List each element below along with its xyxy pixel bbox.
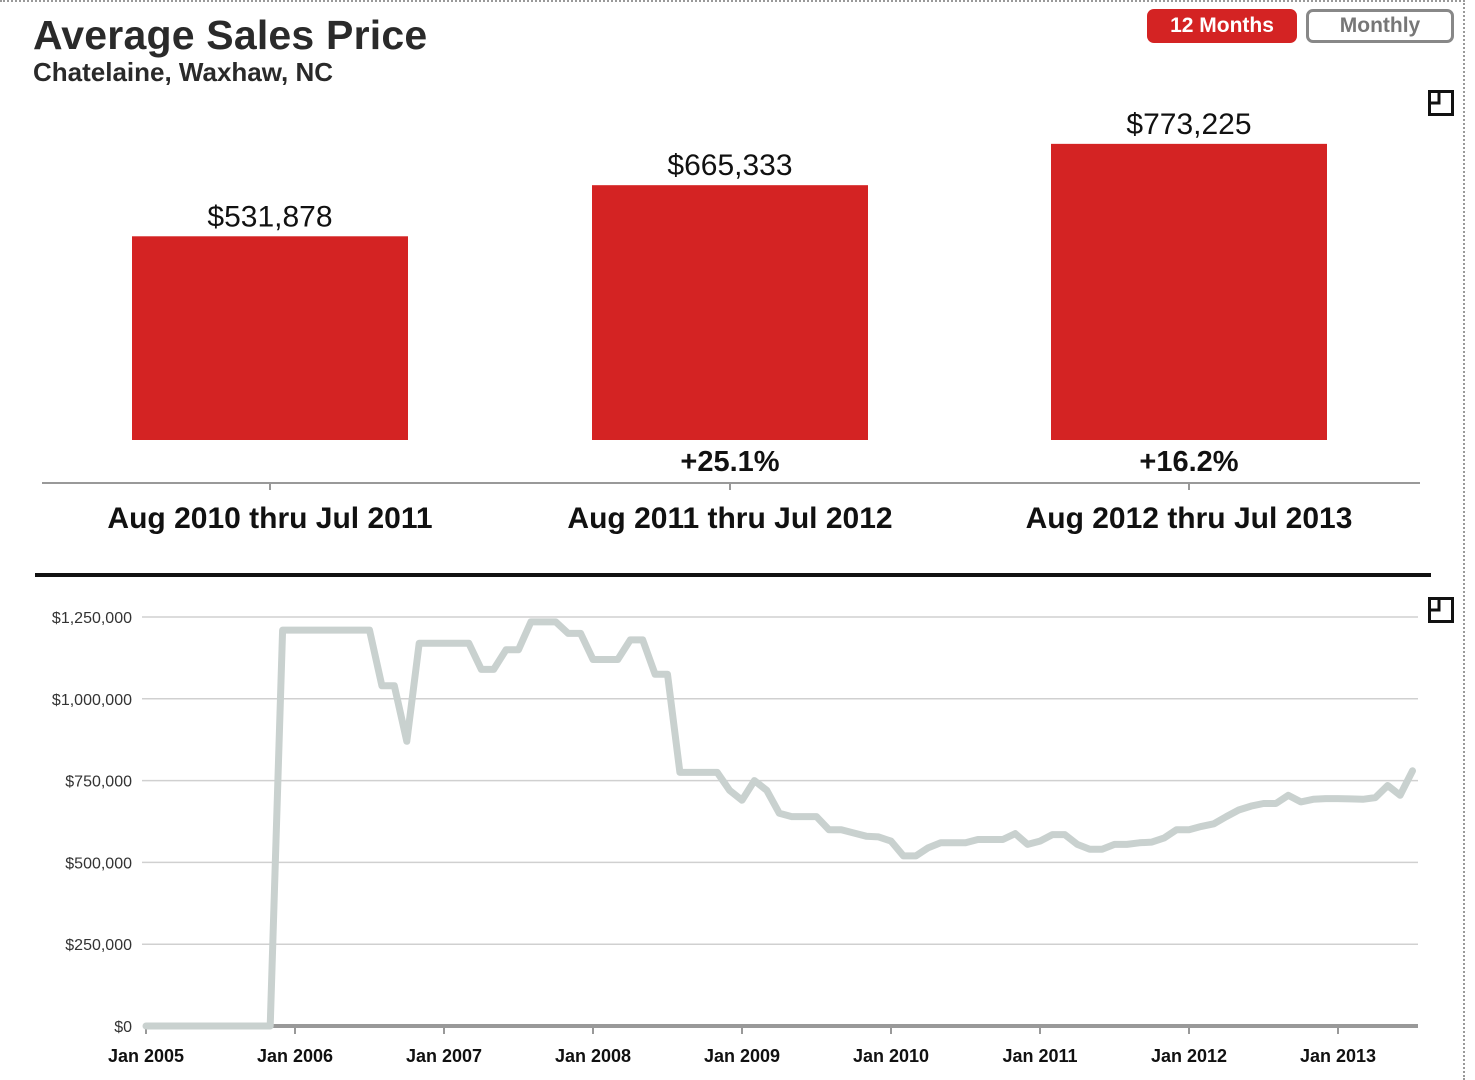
expand-icon[interactable] bbox=[1428, 90, 1454, 116]
x-tick-label: Jan 2013 bbox=[1300, 1046, 1376, 1066]
y-tick-label: $750,000 bbox=[65, 774, 132, 791]
bar-2[interactable] bbox=[592, 185, 868, 440]
x-tick-label: Jan 2006 bbox=[257, 1046, 333, 1066]
x-tick-label: Jan 2009 bbox=[704, 1046, 780, 1066]
bar-value-label: $665,333 bbox=[667, 149, 792, 182]
x-tick-label: Jan 2008 bbox=[555, 1046, 631, 1066]
line-series-1 bbox=[142, 618, 1416, 1030]
bar-category-label: Aug 2012 thru Jul 2013 bbox=[1026, 502, 1353, 535]
y-tick-label: $250,000 bbox=[65, 937, 132, 954]
bar-value-label: $773,225 bbox=[1126, 108, 1251, 141]
x-tick-label: Jan 2011 bbox=[1002, 1046, 1077, 1066]
bar-change-label: +25.1% bbox=[680, 446, 779, 478]
monthly-toggle-button[interactable]: Monthly bbox=[1306, 9, 1454, 43]
expand-icon[interactable] bbox=[1428, 597, 1454, 623]
x-tick-label: Jan 2012 bbox=[1151, 1046, 1227, 1066]
bar-1[interactable] bbox=[132, 236, 408, 440]
twelve-months-toggle-button[interactable]: 12 Months bbox=[1147, 9, 1297, 43]
section-divider bbox=[35, 573, 1431, 577]
bar-category-label: Aug 2011 thru Jul 2012 bbox=[567, 502, 892, 535]
bar-category-label: Aug 2010 thru Jul 2011 bbox=[107, 502, 432, 535]
bar-value-label: $531,878 bbox=[207, 200, 332, 233]
bar-change-label: +16.2% bbox=[1139, 446, 1238, 478]
x-tick-label: Jan 2010 bbox=[853, 1046, 929, 1066]
bar-3[interactable] bbox=[1051, 143, 1327, 440]
y-tick-label: $0 bbox=[114, 1019, 132, 1036]
x-tick-label: Jan 2005 bbox=[108, 1046, 184, 1066]
x-tick-label: Jan 2007 bbox=[406, 1046, 482, 1066]
y-tick-label: $1,000,000 bbox=[52, 692, 132, 709]
chart-title: Average Sales Price bbox=[33, 12, 428, 58]
chart-subtitle: Chatelaine, Waxhaw, NC bbox=[33, 57, 334, 87]
bar-chart: $531,878 Aug 2010 thru Jul 2011 $665,333 +2… bbox=[42, 108, 1420, 535]
y-tick-label: $1,250,000 bbox=[52, 610, 132, 627]
y-tick-label: $500,000 bbox=[65, 855, 132, 872]
